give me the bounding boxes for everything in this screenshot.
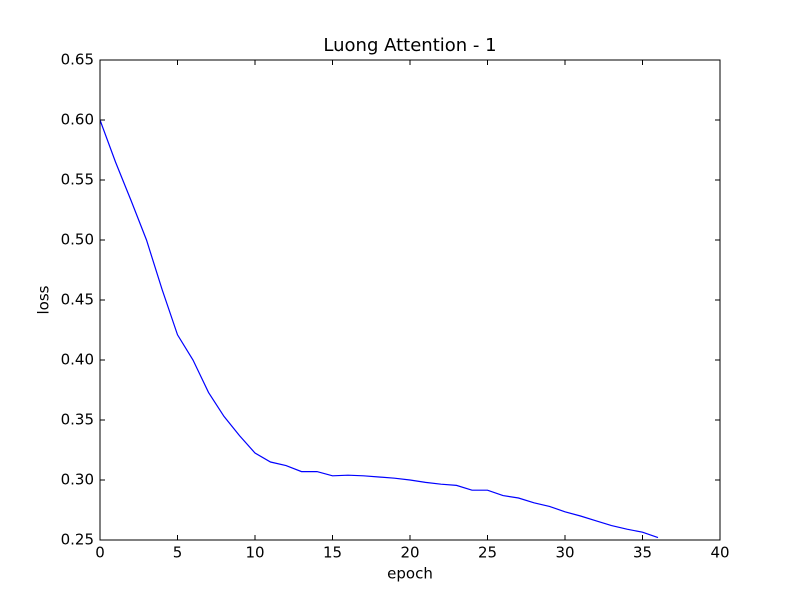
plot-frame	[99, 59, 721, 541]
y-tick-label: 0.65	[61, 51, 94, 69]
x-axis-label: epoch	[387, 565, 433, 583]
y-tick-label: 0.50	[61, 231, 94, 249]
y-tick-label: 0.45	[61, 291, 94, 309]
x-tick-label: 0	[95, 544, 105, 562]
y-tick-label: 0.30	[61, 471, 94, 489]
x-tick-label: 5	[173, 544, 183, 562]
y-tick-label: 0.40	[61, 351, 94, 369]
y-axis-label: loss	[35, 285, 53, 314]
y-tick-label: 0.60	[61, 111, 94, 129]
x-tick-label: 35	[633, 544, 652, 562]
x-tick-label: 20	[400, 544, 419, 562]
x-tick-label: 10	[245, 544, 264, 562]
chart-title: Luong Attention - 1	[323, 35, 496, 56]
y-tick-label: 0.25	[61, 531, 94, 549]
x-tick-label: 25	[478, 544, 497, 562]
y-tick-label: 0.55	[61, 171, 94, 189]
line	[99, 119, 659, 539]
x-tick-label: 40	[710, 544, 729, 562]
x-tick-label: 30	[555, 544, 574, 562]
x-tick-label: 15	[323, 544, 342, 562]
y-tick-label: 0.35	[61, 411, 94, 429]
